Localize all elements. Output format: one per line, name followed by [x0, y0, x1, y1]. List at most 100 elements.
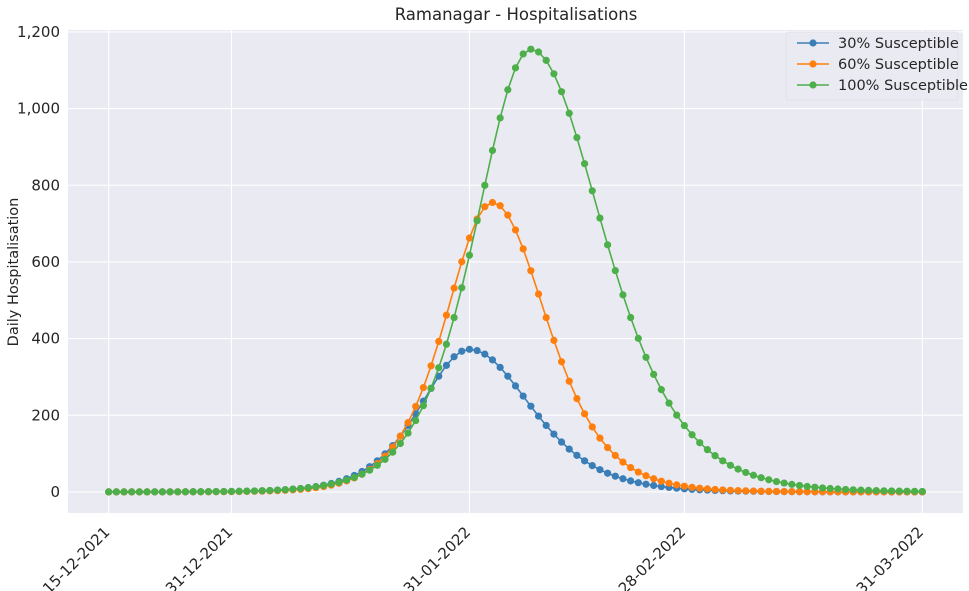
data-point — [780, 487, 788, 496]
y-tick-label: 600 — [31, 253, 60, 271]
data-point — [580, 160, 589, 168]
x-tick-label: 31-12-2021 — [162, 523, 236, 591]
grid-lines — [68, 30, 963, 513]
data-point — [596, 214, 604, 222]
data-point — [864, 486, 873, 494]
data-point — [696, 484, 704, 492]
data-point — [634, 334, 642, 342]
data-point — [458, 258, 466, 266]
data-point — [703, 446, 712, 454]
data-point — [565, 445, 573, 453]
data-point — [903, 487, 911, 495]
series-3 — [105, 45, 926, 496]
data-point — [911, 487, 919, 495]
data-point — [534, 290, 543, 298]
data-point — [404, 418, 412, 427]
data-point — [135, 488, 143, 496]
data-point — [181, 488, 190, 496]
data-point — [243, 487, 251, 495]
data-point — [511, 64, 520, 72]
data-point — [580, 457, 589, 465]
data-point — [788, 488, 796, 496]
data-point — [151, 488, 159, 496]
data-point — [627, 477, 635, 485]
data-point — [481, 181, 489, 189]
data-point — [128, 488, 136, 496]
data-point — [112, 488, 120, 496]
data-point — [419, 402, 427, 410]
data-point — [726, 486, 735, 494]
data-point — [803, 488, 811, 496]
data-point — [650, 370, 658, 378]
legend-entry: 30% Susceptible — [797, 36, 959, 52]
data-point — [688, 431, 696, 439]
data-point — [519, 392, 527, 400]
data-point — [427, 384, 435, 392]
data-point — [826, 484, 834, 493]
data-point — [435, 364, 443, 372]
data-point — [550, 336, 558, 344]
data-point — [358, 470, 366, 478]
data-point — [673, 411, 681, 419]
data-point — [235, 487, 243, 495]
data-point — [772, 487, 781, 496]
data-point — [604, 444, 612, 452]
data-point — [427, 362, 435, 370]
data-point — [795, 488, 804, 496]
data-point — [834, 485, 842, 493]
data-point — [473, 217, 481, 225]
data-point — [580, 410, 589, 418]
data-point — [197, 488, 205, 496]
data-point — [496, 363, 504, 371]
data-point — [726, 461, 735, 469]
data-point — [442, 311, 451, 319]
data-point — [627, 463, 635, 472]
data-point — [588, 462, 596, 470]
data-point — [849, 486, 857, 494]
data-point — [841, 485, 850, 494]
y-tick-label: 400 — [31, 330, 60, 348]
data-point — [396, 432, 404, 440]
data-point — [749, 471, 758, 479]
data-point — [488, 356, 497, 364]
data-point — [734, 487, 742, 495]
data-point — [465, 234, 474, 242]
data-point — [749, 487, 758, 495]
legend-label: 60% Susceptible — [838, 57, 959, 73]
data-point — [304, 484, 312, 492]
data-point — [320, 481, 328, 490]
data-point — [573, 395, 581, 403]
data-point — [389, 448, 397, 456]
data-point — [588, 423, 596, 431]
data-point — [627, 313, 635, 322]
data-point — [596, 434, 604, 442]
data-point — [772, 477, 781, 486]
data-point — [642, 480, 650, 488]
data-point — [872, 487, 880, 495]
data-point — [888, 487, 896, 495]
data-point — [734, 465, 742, 473]
data-point — [719, 486, 727, 494]
data-point — [266, 486, 274, 495]
data-point — [481, 203, 489, 211]
legend: 30% Susceptible 60% Susceptible 100% Susce… — [785, 31, 968, 101]
y-tick-labels: 0 200 400 600 800 1,000 1,200 — [17, 23, 60, 501]
data-point — [711, 485, 719, 494]
legend-box — [785, 31, 959, 101]
data-point — [335, 478, 343, 486]
data-point — [496, 114, 504, 122]
data-point — [504, 86, 512, 94]
data-point — [619, 458, 627, 466]
data-point — [680, 421, 688, 430]
data-point — [604, 241, 612, 249]
y-tick-label: 800 — [31, 176, 60, 194]
data-point — [765, 487, 773, 495]
y-tick-label: 1,000 — [17, 100, 60, 118]
legend-entry: 100% Susceptible — [797, 78, 968, 94]
data-point — [534, 48, 543, 56]
data-point — [519, 245, 527, 253]
data-point — [504, 372, 512, 380]
x-tick-label: 15-12-2021 — [39, 523, 113, 591]
data-point — [450, 313, 458, 322]
